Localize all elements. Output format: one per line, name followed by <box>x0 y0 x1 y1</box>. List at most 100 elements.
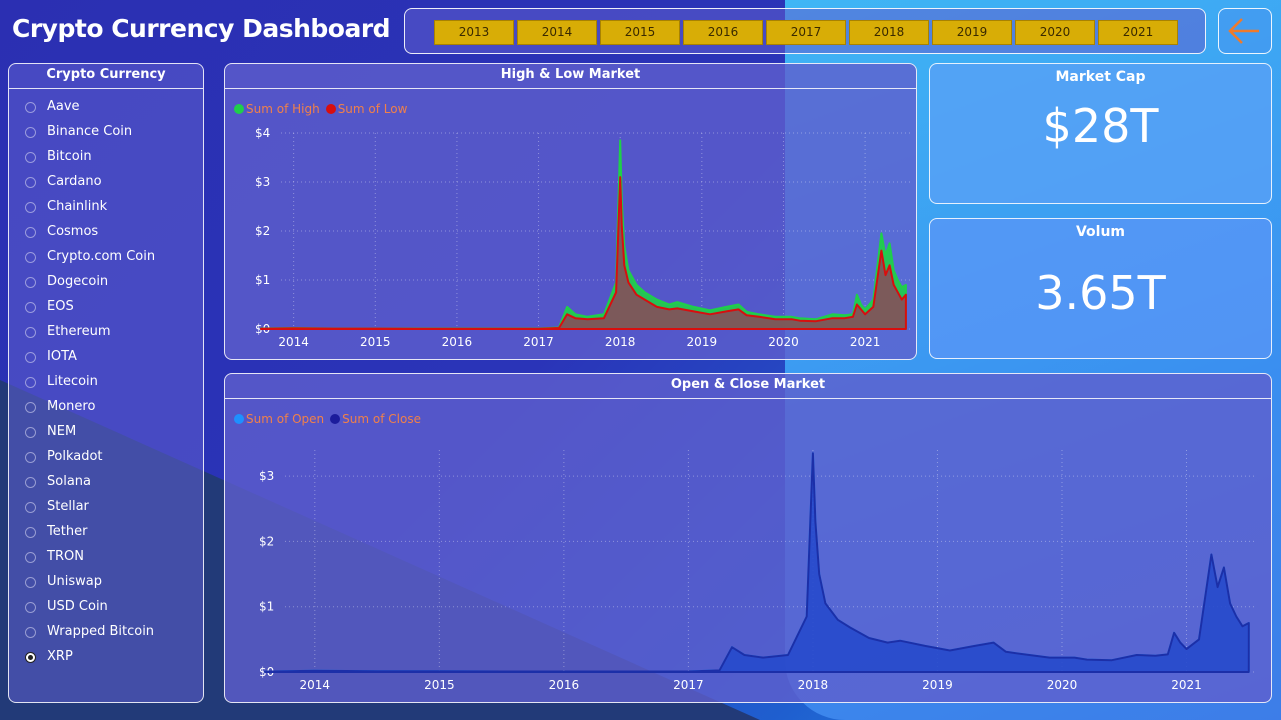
volume-card: Volum 3.65T <box>929 218 1272 359</box>
radio-button-icon[interactable] <box>25 377 36 388</box>
year-button-2017[interactable]: 2017 <box>766 20 846 45</box>
radio-button-icon[interactable] <box>25 127 36 138</box>
slicer-item-label: USD Coin <box>47 599 108 614</box>
x-tick-label: 2018 <box>798 678 829 692</box>
radio-button-icon[interactable] <box>25 602 36 613</box>
radio-button-icon[interactable] <box>25 552 36 563</box>
slicer-item-label: EOS <box>47 299 74 314</box>
slicer-item-label: Binance Coin <box>47 124 133 139</box>
slicer-item-label: Crypto.com Coin <box>47 249 156 264</box>
radio-button-icon[interactable] <box>25 277 36 288</box>
slicer-item-label: Polkadot <box>47 449 103 464</box>
year-button-2019[interactable]: 2019 <box>932 20 1012 45</box>
radio-button-icon[interactable] <box>25 302 36 313</box>
back-button[interactable] <box>1218 8 1272 54</box>
series-area-sum-of-low <box>260 176 907 330</box>
open-close-legend: Sum of Open Sum of Close <box>234 412 427 426</box>
radio-button-icon[interactable] <box>25 627 36 638</box>
x-tick-label: 2014 <box>300 678 331 692</box>
radio-button-icon[interactable] <box>25 527 36 538</box>
slicer-item-label: XRP <box>47 649 73 664</box>
legend-low-label: Sum of Low <box>337 102 408 116</box>
x-tick-label: 2014 <box>278 335 309 349</box>
page-title: Crypto Currency Dashboard <box>12 14 391 43</box>
year-button-2020[interactable]: 2020 <box>1015 20 1095 45</box>
y-tick-label: $3 <box>255 175 270 189</box>
y-tick-label: $2 <box>255 224 270 238</box>
year-slicer: 2013 2014 2015 2016 2017 2018 2019 2020 2021 <box>404 8 1206 54</box>
slicer-item-label: Wrapped Bitcoin <box>47 624 155 639</box>
x-tick-label: 2021 <box>850 335 881 349</box>
x-tick-label: 2019 <box>922 678 953 692</box>
radio-button-icon[interactable] <box>25 327 36 338</box>
x-tick-label: 2020 <box>1047 678 1078 692</box>
x-tick-label: 2021 <box>1171 678 1202 692</box>
y-tick-label: $1 <box>259 600 274 614</box>
volume-value: 3.65T <box>1035 266 1166 320</box>
year-button-2014[interactable]: 2014 <box>517 20 597 45</box>
high-low-legend: Sum of High Sum of Low <box>234 102 413 116</box>
slicer-title: Crypto Currency <box>9 64 203 89</box>
high-low-chart-panel: High & Low Market Sum of High Sum of Low … <box>224 63 917 360</box>
legend-open-label: Sum of Open <box>246 412 325 426</box>
y-tick-label: $1 <box>255 273 270 287</box>
slicer-item-label: Stellar <box>47 499 89 514</box>
series-area-sum-of-open <box>264 452 1250 673</box>
radio-button-icon[interactable] <box>25 452 36 463</box>
crypto-currency-slicer: Crypto Currency Aave Binance Coin Bitcoin C… <box>8 63 204 703</box>
x-tick-label: 2018 <box>605 335 636 349</box>
arrow-left-icon <box>1228 18 1259 44</box>
radio-button-icon[interactable] <box>25 352 36 363</box>
radio-button-icon[interactable] <box>25 477 36 488</box>
year-button-2018[interactable]: 2018 <box>849 20 929 45</box>
open-close-chart-panel: Open & Close Market Sum of Open Sum of Cl… <box>224 373 1272 703</box>
year-button-2021[interactable]: 2021 <box>1098 20 1178 45</box>
legend-open-marker <box>234 414 244 424</box>
legend-low-marker <box>325 104 336 114</box>
slicer-item-label: Solana <box>47 474 91 489</box>
year-button-2015[interactable]: 2015 <box>600 20 680 45</box>
market-cap-card: Market Cap $28T <box>929 63 1272 204</box>
radio-button-icon[interactable] <box>25 177 36 188</box>
slicer-item-label: Dogecoin <box>47 274 109 289</box>
y-tick-label: $4 <box>255 126 270 140</box>
x-tick-label: 2016 <box>442 335 473 349</box>
year-button-2013[interactable]: 2013 <box>434 20 514 45</box>
x-tick-label: 2017 <box>673 678 704 692</box>
radio-button-icon[interactable] <box>25 202 36 213</box>
radio-button-icon[interactable] <box>25 577 36 588</box>
market-cap-label: Market Cap <box>1055 69 1146 85</box>
x-tick-label: 2015 <box>360 335 391 349</box>
radio-button-icon[interactable] <box>25 152 36 163</box>
x-tick-label: 2015 <box>424 678 455 692</box>
radio-button-icon[interactable] <box>25 252 36 263</box>
radio-button-icon[interactable] <box>25 102 36 113</box>
radio-button-icon[interactable] <box>25 502 36 513</box>
radio-button-icon[interactable] <box>25 402 36 413</box>
x-tick-label: 2020 <box>768 335 799 349</box>
legend-high-label: Sum of High <box>246 102 320 116</box>
radio-button-icon[interactable] <box>25 427 36 438</box>
slicer-item-label: Uniswap <box>47 574 102 589</box>
slicer-item-label: IOTA <box>47 349 77 364</box>
y-tick-label: $3 <box>259 469 274 483</box>
slicer-item-label: Chainlink <box>47 199 108 214</box>
slicer-item-label: Litecoin <box>47 374 98 389</box>
legend-close-label: Sum of Close <box>342 412 421 426</box>
market-cap-value: $28T <box>1042 99 1159 153</box>
slicer-item-label: Aave <box>47 99 80 114</box>
slicer-item-label: TRON <box>47 549 84 564</box>
radio-button-icon[interactable] <box>25 227 36 238</box>
open-close-chart-title: Open & Close Market <box>225 374 1271 399</box>
x-tick-label: 2017 <box>523 335 554 349</box>
slicer-item-label: Cosmos <box>47 224 99 239</box>
slicer-item-label: Bitcoin <box>47 149 92 164</box>
year-button-2016[interactable]: 2016 <box>683 20 763 45</box>
slicer-item-label: NEM <box>47 424 77 439</box>
radio-button-icon[interactable] <box>25 652 36 663</box>
volume-label: Volum <box>1075 224 1126 240</box>
high-low-chart-title: High & Low Market <box>225 64 916 89</box>
x-tick-label: 2016 <box>549 678 580 692</box>
